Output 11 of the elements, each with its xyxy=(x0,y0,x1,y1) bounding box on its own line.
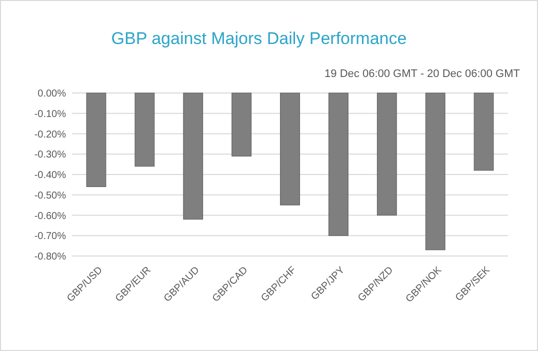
y-tick-label: 0.00% xyxy=(38,88,66,100)
y-tick-label: -0.70% xyxy=(34,231,66,242)
y-tick-label: -0.50% xyxy=(34,190,66,202)
chart-subtitle: 19 Dec 06:00 GMT - 20 Dec 06:00 GMT xyxy=(324,68,520,80)
y-tick-label: -0.30% xyxy=(34,150,66,161)
y-tick-label: -0.20% xyxy=(34,129,66,140)
y-tick-label: -0.60% xyxy=(34,210,66,222)
y-tick-label: -0.80% xyxy=(34,252,66,262)
y-tick-label: -0.10% xyxy=(34,108,66,120)
y-tick-label: -0.40% xyxy=(34,170,66,181)
chart-title: GBP against Majors Daily Performance xyxy=(111,29,407,48)
